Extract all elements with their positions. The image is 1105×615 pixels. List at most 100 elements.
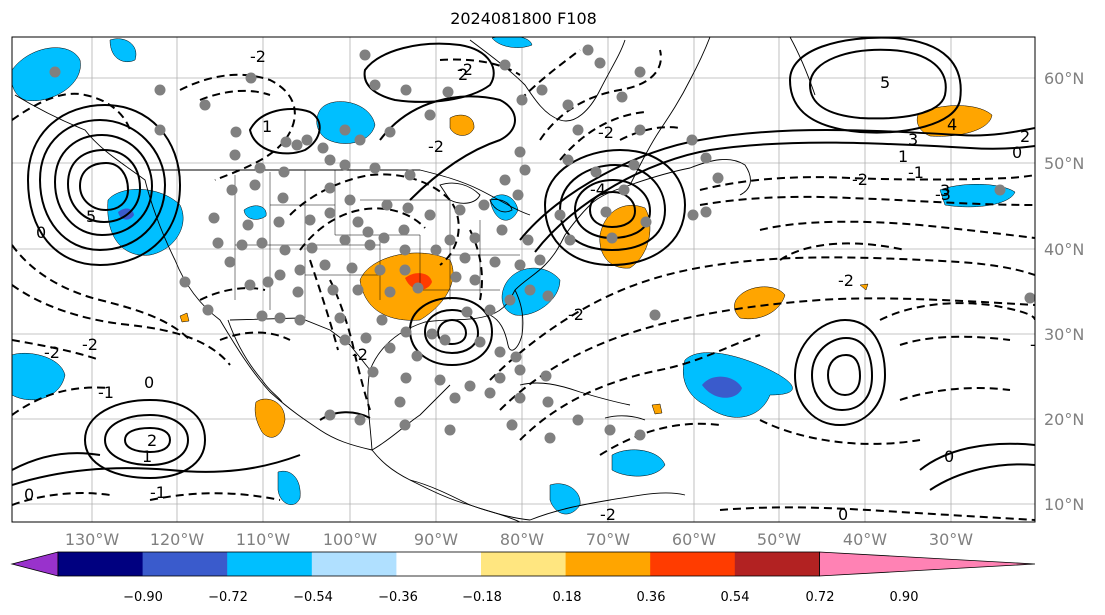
station-dot [274,312,286,324]
contour-labels: -2 -2 -1 -2 -2 -2 -2 -2 -1 -1 -2 -1 -2 -… [24,47,1035,522]
station-dot [402,202,414,214]
colorbar-segment [311,552,397,576]
map-title: 2024081800 F108 [450,9,597,28]
station-dot [346,262,358,274]
station-dot [277,192,289,204]
lon-label: 100°W [323,530,378,549]
station-dot [374,264,386,276]
station-dot [572,124,584,136]
station-dots [49,44,1035,444]
station-dot [360,332,372,344]
lat-label: 50°N [1044,154,1084,173]
station-dot [494,346,506,358]
station-dot [256,237,268,249]
lat-label: 10°N [1044,495,1084,514]
station-dot [514,259,526,271]
map-panel: -2 -2 -1 -2 -2 -2 -2 -2 -1 -1 -2 -1 -2 -… [12,37,1035,522]
station-dot [399,244,411,256]
shade-orange-small3 [859,283,869,291]
station-dot [364,239,376,251]
station-dot [499,174,511,186]
station-dot [399,264,411,276]
station-dot [634,429,646,441]
coast-hispaniola [604,415,646,421]
station-dot [640,216,652,228]
shade-blue-montana [243,205,267,220]
station-dot [594,57,606,69]
colorbar-segment [734,552,820,576]
station-dot [582,44,594,56]
station-dot [324,154,336,166]
station-dot [278,166,290,178]
station-dot [384,342,396,354]
station-dot [542,290,554,302]
station-dot [504,294,516,306]
station-dot [562,99,574,111]
coast-gulf [367,289,516,451]
coast-florida [489,289,524,351]
lat-label: 30°N [1044,325,1084,344]
station-dot [319,259,331,271]
colorbar-segment [481,552,567,576]
station-dot [649,309,661,321]
station-dot [224,256,236,268]
station-dot [294,264,306,276]
station-dot [536,84,548,96]
station-dot [484,304,496,316]
colorbar-frame [57,551,820,577]
contour-label: 5 [86,207,96,226]
station-dot [411,350,423,362]
lon-label: 120°W [150,530,205,549]
station-dot [324,207,336,219]
station-dot [404,169,416,181]
lon-label: 30°W [929,530,973,549]
lat-label: 60°N [1044,69,1084,88]
station-dot [540,370,552,382]
station-dot [514,146,526,158]
colorbar-tick-label: 0.72 [806,590,835,605]
shade-blue-carib [611,449,666,477]
lon-label: 60°W [672,530,716,549]
coastlines [14,37,816,522]
contour-label: 0 [944,447,954,466]
station-dot [514,364,526,376]
contour-label: -1 [98,383,114,402]
station-dot [359,49,371,61]
station-dot [244,279,256,291]
station-dot [519,164,531,176]
station-dot [444,234,456,246]
station-dot [279,244,291,256]
station-dot [510,351,522,363]
contour-label: -3 [935,185,951,204]
contour-label: 0 [1012,143,1022,162]
contour-label: -2 [598,123,614,142]
station-dot [254,162,266,174]
colorbar-extend-max [819,551,1036,577]
colorbar-tick-label: 0.90 [890,590,919,605]
station-dot [354,134,366,146]
station-dot [449,392,461,404]
station-dot [469,274,481,286]
station-dot [352,284,364,296]
station-dot [524,284,536,296]
contour-label: 0 [36,223,46,242]
station-dot [454,204,466,216]
station-dot [512,189,524,201]
station-dot [378,232,390,244]
station-dot [245,72,257,84]
coast-baja [227,319,283,403]
shade-blue-atl-core [702,376,742,398]
shade-orange-small2 [651,403,663,415]
colorbar-segment [58,552,144,576]
lakes [439,182,513,213]
station-dot [394,396,406,408]
coast-west-na [14,94,531,521]
station-dot [464,380,476,392]
station-dot [618,184,630,196]
station-dot [398,224,410,236]
coast-greenland [789,37,816,96]
contour-label: -1 [150,483,166,502]
shade-orange-canada [449,114,475,136]
station-dot [49,66,61,78]
colorbar-tick-label: 0.36 [637,590,666,605]
